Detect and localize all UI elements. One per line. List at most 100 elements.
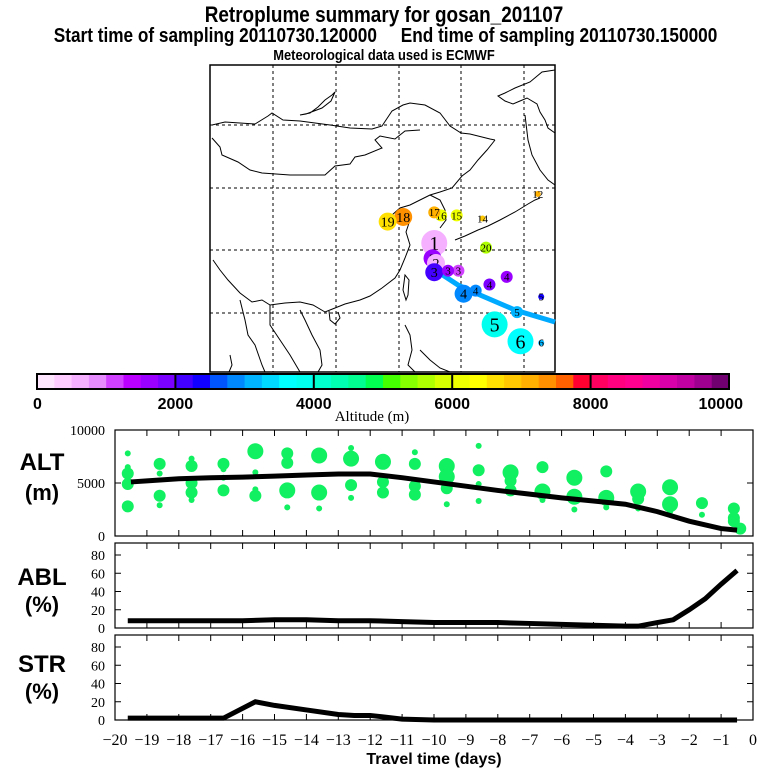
marker-label: 4	[487, 279, 493, 291]
trajectory-point	[504, 474, 517, 487]
trajectory-point	[502, 464, 519, 481]
sampling-times: Start time of sampling 20110730.120000 E…	[53, 25, 718, 47]
y-tick-label: 0	[98, 530, 105, 545]
marker-label: 5	[514, 307, 520, 319]
colorbar-segment	[348, 374, 367, 389]
marker-label: 5	[538, 292, 544, 304]
y-tick-label: 80	[91, 641, 105, 656]
marker-dot	[378, 212, 397, 231]
y-axis-label: ABL	[17, 564, 66, 591]
map-markers: 1223334444555661214151617181920	[378, 189, 544, 355]
colorbar-segment	[37, 374, 55, 389]
marker-dot	[483, 278, 496, 291]
trajectory-point	[539, 496, 546, 503]
y-tick-label: 80	[91, 549, 105, 564]
colorbar-segment	[261, 374, 280, 389]
map-marker: 6	[507, 328, 534, 355]
trajectory-point	[662, 496, 679, 513]
colorbar-segment	[642, 374, 661, 389]
colorbar-segment	[417, 374, 436, 389]
map-marker: 5	[538, 292, 544, 304]
marker-label: 6	[516, 331, 526, 353]
trajectory-point	[411, 449, 418, 456]
marker-dot	[442, 264, 455, 277]
map-marker: 15	[450, 209, 463, 222]
colorbar-segment	[244, 374, 263, 389]
marker-dot	[500, 270, 513, 283]
colorbar-segment	[521, 374, 540, 389]
colorbar-segment	[88, 374, 107, 389]
marker-label: 1	[429, 233, 439, 255]
marker-dot	[469, 284, 482, 297]
met-data-line: Meteorological data used is ECMWF	[273, 47, 495, 64]
trajectory-point	[443, 501, 450, 508]
trajectory-point	[475, 498, 482, 505]
trajectory-point	[279, 482, 296, 499]
x-tick-label: −18	[166, 732, 191, 749]
x-tick-label: −9	[457, 732, 474, 749]
panel-frame	[114, 634, 754, 721]
colorbar-segment	[192, 374, 211, 389]
marker-label: 19	[381, 215, 395, 230]
map-marker: 4	[454, 284, 473, 303]
colorbar-segment	[486, 374, 505, 389]
x-tick-label: −1	[713, 732, 730, 749]
marker-label: 4	[473, 285, 479, 297]
colorbar-label: Altitude (m)	[335, 409, 410, 425]
trajectory-point	[281, 447, 294, 460]
trajectory-point	[374, 453, 391, 470]
trajectory-point	[156, 470, 163, 477]
marker-dot	[481, 311, 508, 338]
map-marker: 6	[538, 338, 544, 350]
trajectory-point	[247, 443, 264, 460]
colorbar-segment	[54, 374, 73, 389]
retroplume-map: 1223334444555661214151617181920	[209, 64, 556, 373]
marker-label: 6	[538, 338, 544, 350]
x-tick-label: −15	[262, 732, 287, 749]
x-tick-label: −17	[198, 732, 223, 749]
x-tick-label: −14	[294, 732, 319, 749]
trajectory-point	[345, 479, 358, 492]
colorbar-segment	[677, 374, 695, 389]
colorbar-tick-label: 8000	[573, 396, 609, 413]
y-tick-label: 20	[91, 604, 105, 619]
x-tick-label: −8	[489, 732, 506, 749]
trajectory-point	[217, 457, 230, 470]
colorbar-segment	[123, 374, 142, 389]
trajectory-point	[185, 460, 198, 473]
y-axis-label: ALT	[20, 449, 65, 476]
x-axis-label: Travel time (days)	[366, 751, 501, 768]
chart-title: Retroplume summary for gosan_201107	[204, 2, 564, 27]
marker-dot	[534, 190, 541, 197]
trajectory-point	[600, 465, 613, 478]
mean-line	[127, 568, 739, 629]
trajectory-point	[475, 442, 482, 449]
x-tick-label: −19	[134, 732, 159, 749]
x-tick-label: −16	[230, 732, 255, 749]
marker-label: 4	[504, 272, 510, 284]
map-marker: 1	[421, 230, 448, 257]
altitude-colorbar: 0 2000 4000 6000 8000 10000	[33, 373, 743, 413]
map-marker: 5	[511, 306, 524, 319]
marker-label: 18	[396, 211, 410, 226]
y-tick-label: 40	[91, 678, 105, 693]
trajectory-point	[188, 455, 195, 462]
panel-abl: 0 20 40 60 80 ABL(%)	[17, 542, 754, 637]
trajectory-point	[124, 450, 131, 457]
marker-label: 15	[451, 210, 463, 222]
y-tick-label: 60	[91, 567, 105, 582]
marker-dot	[480, 241, 492, 254]
x-tick-label: 0	[749, 732, 757, 749]
trajectory-point	[217, 484, 230, 497]
colorbar-segment	[158, 374, 176, 389]
coastlines	[211, 69, 556, 373]
colorbar-segment	[140, 374, 159, 389]
colorbar-segment	[227, 374, 246, 389]
trajectory-point	[121, 478, 134, 491]
trajectory-point	[316, 505, 323, 512]
trajectory-point	[343, 450, 360, 467]
y-tick-label: 5000	[77, 477, 105, 492]
trajectory-point	[727, 502, 740, 515]
y-axis-unit: (m)	[25, 480, 59, 505]
